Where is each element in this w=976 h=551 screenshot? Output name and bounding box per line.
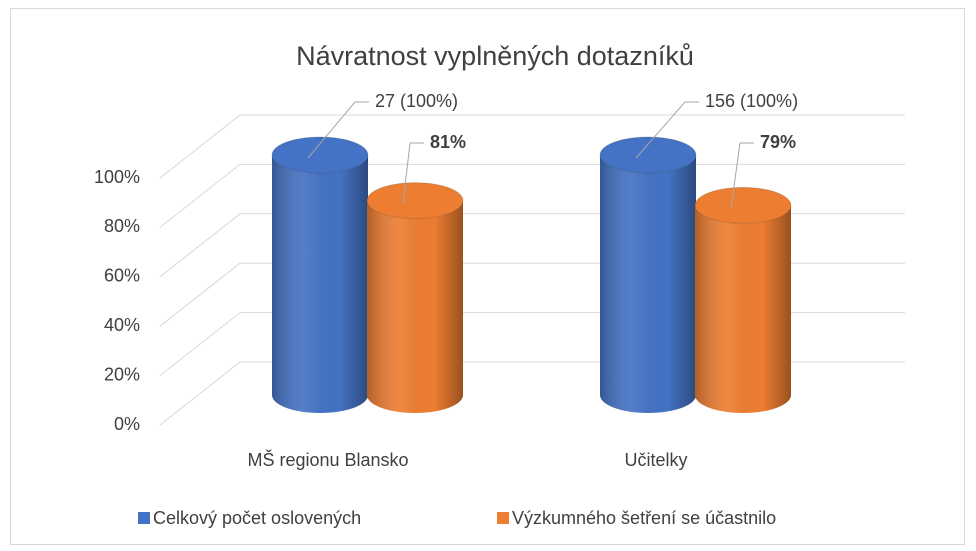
legend-label: Celkový počet oslovených [153, 508, 361, 528]
x-tick-label: Učitelky [624, 450, 687, 470]
y-tick-label: 0% [114, 414, 140, 434]
data-label: 156 (100%) [705, 91, 798, 111]
leader-line [307, 101, 369, 159]
data-label: 27 (100%) [375, 91, 458, 111]
y-tick-label: 20% [104, 364, 140, 384]
grid-line [159, 312, 241, 376]
cylinder-shade [367, 200, 463, 413]
y-tick-label: 60% [104, 266, 140, 286]
legend-swatch [138, 512, 150, 524]
grid-line [159, 213, 241, 278]
cylinder-top [271, 136, 369, 174]
y-tick-label: 80% [104, 216, 140, 236]
leader-line [730, 142, 754, 209]
chart-title: Návratnost vyplněných dotazníků [296, 41, 694, 71]
grid-line [159, 114, 241, 179]
grid-line [159, 361, 241, 426]
cylinder-top [694, 186, 792, 224]
cylinder-top [599, 136, 697, 174]
legend-label: Výzkumného šetření se účastnilo [512, 508, 776, 528]
y-tick-label: 40% [104, 315, 140, 335]
x-tick-label: MŠ regionu Blansko [247, 449, 408, 470]
data-label: 81% [430, 132, 466, 152]
leader-line [402, 142, 424, 204]
cylinder-shade [600, 155, 696, 413]
y-tick-label: 100% [94, 167, 140, 187]
cylinder-shade [272, 155, 368, 413]
grid-line [159, 164, 241, 228]
leader-line [635, 101, 699, 159]
cylinder-shade [695, 205, 791, 413]
cylinder-top [366, 182, 464, 220]
data-label: 79% [760, 132, 796, 152]
grid-line [159, 262, 241, 327]
legend-swatch [497, 512, 509, 524]
chart-frame [10, 8, 965, 545]
